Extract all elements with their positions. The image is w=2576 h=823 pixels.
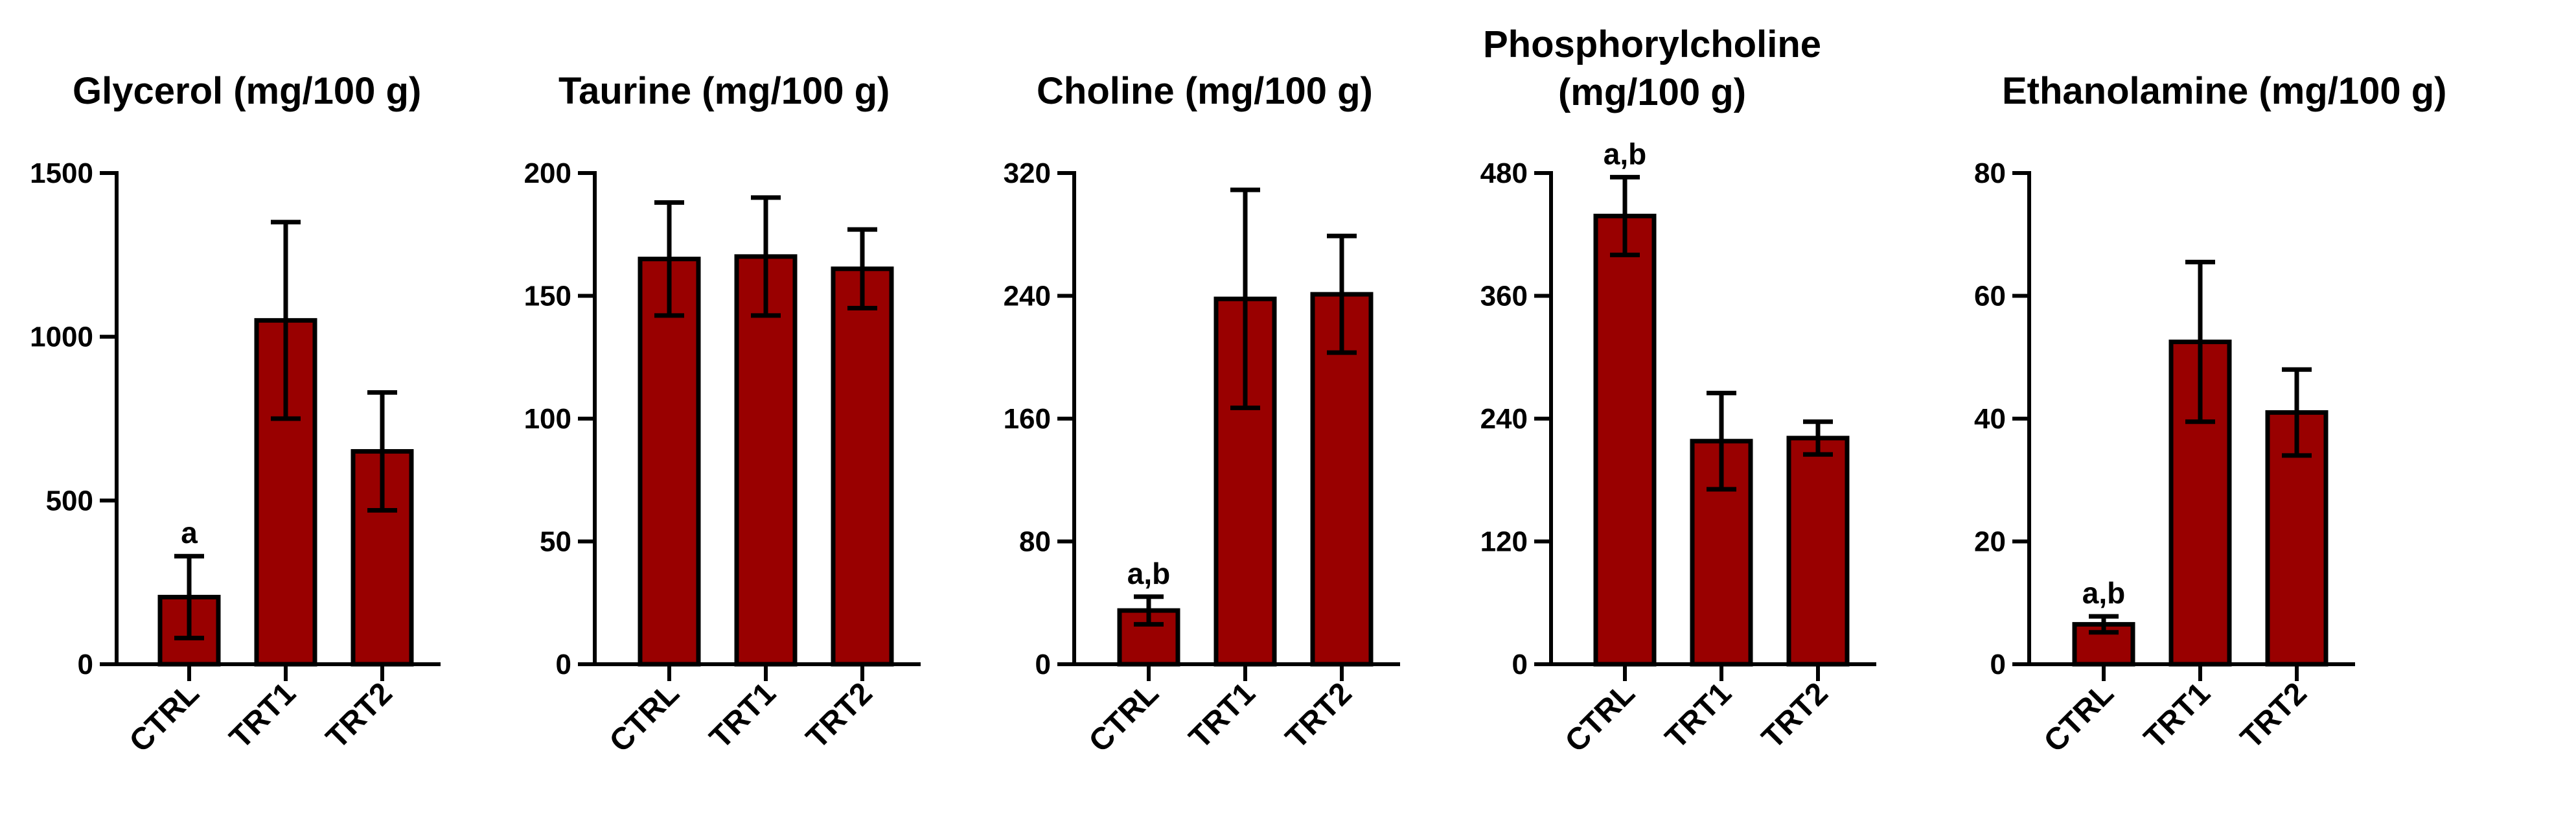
bar-trt2 xyxy=(1786,435,1850,667)
y-tick-label: 100 xyxy=(524,403,571,435)
x-tick-label: TRT2 xyxy=(799,676,879,755)
chart-panel-0: Glycerol (mg/100 g) 0 500 1000 1500 a CTRL TRT1… xyxy=(30,70,441,759)
y-tick-label: 80 xyxy=(1019,526,1051,558)
x-tick-label: CTRL xyxy=(603,676,686,759)
y-tick-label: 320 xyxy=(1004,157,1051,189)
y-tick-label: 150 xyxy=(524,281,571,312)
bar-trt2 xyxy=(1310,292,1374,667)
x-tick-label: TRT1 xyxy=(1659,676,1738,755)
y-tick-label: 0 xyxy=(1990,649,2006,680)
bar-ctrl xyxy=(1593,213,1657,667)
y-tick-label: 200 xyxy=(524,157,571,189)
y-tick-label: 480 xyxy=(1480,157,1528,189)
y-tick-label: 60 xyxy=(1974,281,2006,312)
significance-label: a,b xyxy=(1604,137,1646,170)
y-tick-label: 500 xyxy=(46,485,93,516)
y-tick-label: 160 xyxy=(1004,403,1051,435)
x-tick-label: CTRL xyxy=(1559,676,1642,759)
y-tick-label: 0 xyxy=(78,649,93,680)
significance-label: a,b xyxy=(2082,576,2125,610)
y-tick-label: 240 xyxy=(1480,403,1528,435)
x-tick-label: TRT1 xyxy=(223,676,302,755)
y-tick-label: 50 xyxy=(540,526,571,558)
chart-title: Taurine (mg/100 g) xyxy=(558,70,890,112)
y-tick-label: 0 xyxy=(1035,649,1051,680)
x-tick-label: CTRL xyxy=(123,676,206,759)
x-tick-label: TRT2 xyxy=(319,676,398,755)
chart-title: (mg/100 g) xyxy=(1558,71,1746,113)
y-tick-label: 1000 xyxy=(30,321,93,353)
x-tick-label: CTRL xyxy=(2038,676,2121,759)
x-tick-label: TRT2 xyxy=(1279,676,1358,755)
y-tick-label: 0 xyxy=(1512,649,1528,680)
y-tick-label: 40 xyxy=(1974,403,2006,435)
bar-trt2 xyxy=(831,266,894,667)
chart-title: Glycerol (mg/100 g) xyxy=(73,70,421,112)
chart-panel-1: Taurine (mg/100 g) 0 50 100 150 200 CTRL TRT1 TR… xyxy=(524,70,921,759)
x-tick-label: TRT1 xyxy=(1182,676,1261,755)
y-tick-label: 0 xyxy=(556,649,571,680)
x-tick-label: TRT1 xyxy=(2137,676,2216,755)
significance-label: a,b xyxy=(1127,557,1170,590)
y-tick-label: 1500 xyxy=(30,157,93,189)
x-tick-label: TRT2 xyxy=(2234,676,2313,755)
chart-panel-3: Phosphorylcholine (mg/100 g) 0 120 240 360 480… xyxy=(1480,23,1876,759)
bar-ctrl xyxy=(638,257,701,667)
y-tick-label: 20 xyxy=(1974,526,2006,558)
x-tick-label: CTRL xyxy=(1083,676,1166,759)
y-tick-label: 240 xyxy=(1004,281,1051,312)
y-tick-label: 120 xyxy=(1480,526,1528,558)
y-tick-label: 80 xyxy=(1974,157,2006,189)
significance-label: a xyxy=(181,516,198,550)
x-tick-label: TRT1 xyxy=(703,676,782,755)
y-tick-label: 360 xyxy=(1480,281,1528,312)
chart-title: Ethanolamine (mg/100 g) xyxy=(2002,70,2446,112)
chart-title: Phosphorylcholine xyxy=(1483,23,1821,65)
chart-title: Choline (mg/100 g) xyxy=(1037,70,1373,112)
x-tick-label: TRT2 xyxy=(1755,676,1834,755)
